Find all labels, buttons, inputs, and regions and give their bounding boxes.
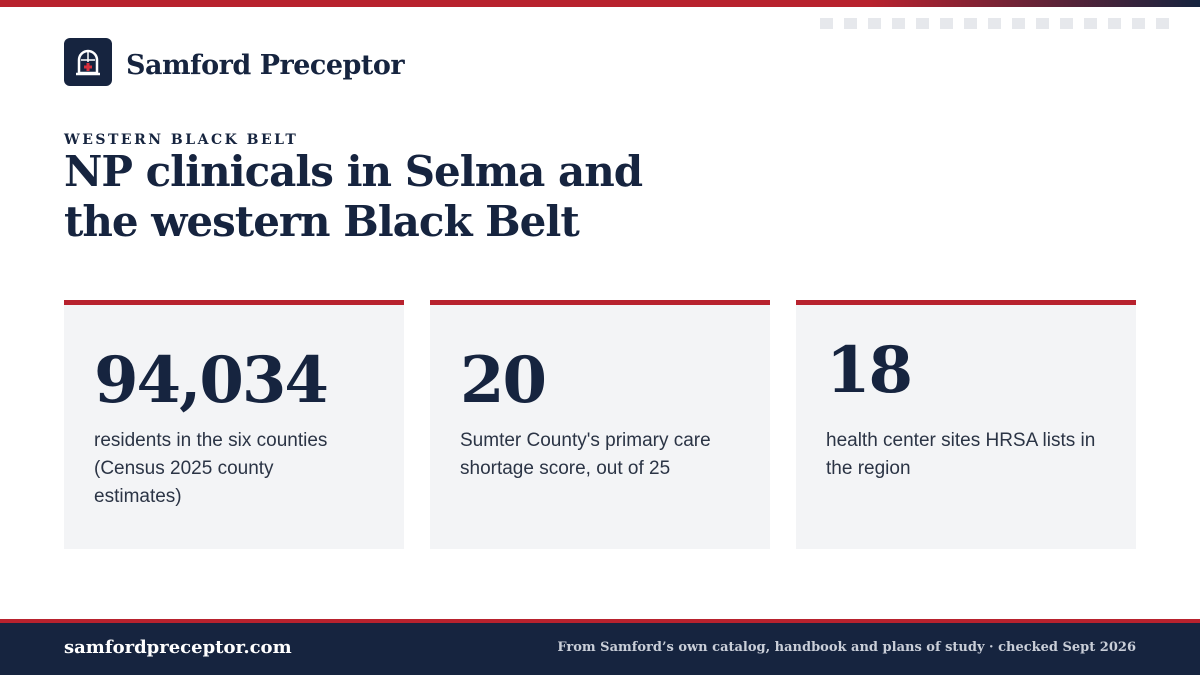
top-accent-bar: [0, 0, 1200, 7]
brand-logo: [64, 38, 112, 86]
stat-description: Sumter County's primary care shortage sc…: [460, 430, 711, 479]
footer-site-link[interactable]: samfordpreceptor.com: [64, 637, 292, 658]
title-line: NP clinicals in Selma and: [64, 147, 643, 196]
stat-description: health center sites HRSA lists in the re…: [826, 430, 1096, 479]
title-line: the western Black Belt: [64, 197, 580, 246]
stat-value: 94,034: [94, 343, 329, 418]
footer-accent-line: [0, 619, 1200, 623]
page-title: NP clinicals in Selma and the western Bl…: [64, 147, 664, 247]
decorative-dot-row: [820, 18, 1169, 29]
stat-card-residents: 94,034 residents in the six counties (Ce…: [64, 300, 404, 549]
stat-value: 20: [460, 343, 547, 418]
stat-value: 18: [826, 333, 913, 408]
stat-card-shortage-score: 20 Sumter County's primary care shortage…: [430, 300, 770, 549]
footer: samfordpreceptor.com From Samford’s own …: [0, 623, 1200, 675]
footer-source-note: From Samford’s own catalog, handbook and…: [557, 640, 1136, 655]
top-accent-gradient: [870, 0, 1200, 7]
stat-description: residents in the six counties (Census 20…: [94, 430, 328, 507]
section-eyebrow: WESTERN BLACK BELT: [64, 132, 299, 148]
stat-card-health-centers: 18 health center sites HRSA lists in the…: [796, 300, 1136, 549]
arched-window-cross-icon: [76, 49, 100, 76]
brand-name[interactable]: Samford Preceptor: [126, 50, 405, 81]
